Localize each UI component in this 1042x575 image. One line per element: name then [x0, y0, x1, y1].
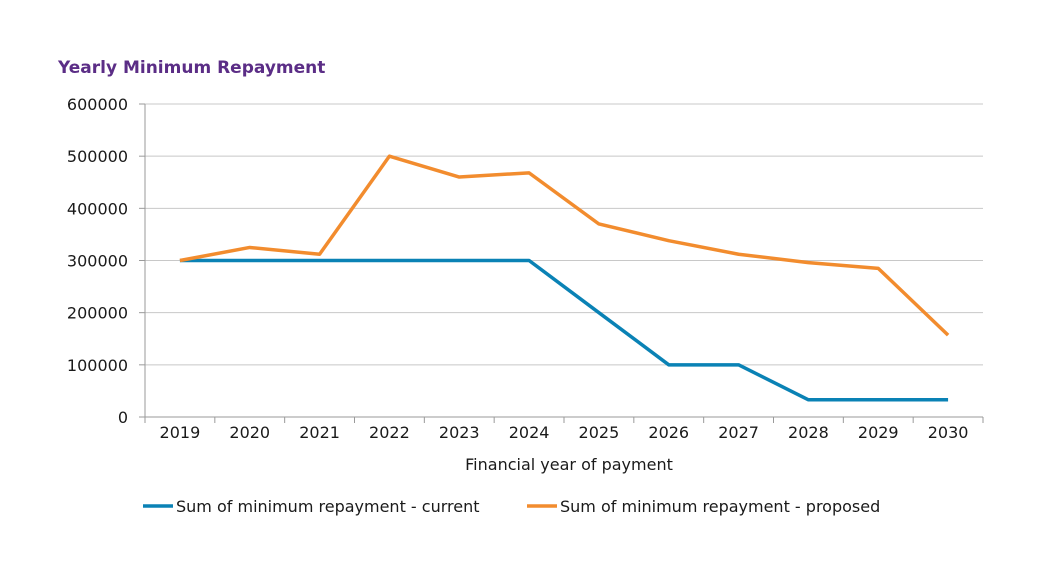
- axes: [139, 103, 984, 423]
- legend-label: Sum of minimum repayment - proposed: [560, 497, 880, 516]
- gridlines: [145, 103, 983, 366]
- x-tick-label: 2020: [229, 423, 270, 442]
- x-tick-label: 2022: [369, 423, 410, 442]
- y-tick-label: 100000: [67, 356, 128, 375]
- legend: Sum of minimum repayment - current Sum of…: [143, 497, 880, 516]
- x-tick-label: 2026: [648, 423, 689, 442]
- legend-label: Sum of minimum repayment - current: [176, 497, 480, 516]
- series-line-current: [179, 258, 949, 402]
- x-axis-tick-labels: 2019 2020 2021 2022 2023 2024 2025 2026 2027 2028…: [160, 423, 969, 442]
- x-tick-label: 2025: [579, 423, 620, 442]
- y-tick-label: 300000: [67, 252, 128, 271]
- y-tick-label: 400000: [67, 199, 128, 218]
- x-axis-title: Financial year of payment: [465, 455, 673, 474]
- y-tick-label: 200000: [67, 304, 128, 323]
- x-tick-label: 2021: [299, 423, 340, 442]
- series-line-proposed: [179, 154, 950, 337]
- x-tick-label: 2023: [439, 423, 480, 442]
- x-tick-label: 2030: [928, 423, 969, 442]
- y-axis-tick-labels: 0 100000 200000 300000 400000 500000 600000: [67, 95, 128, 427]
- x-tick-label: 2024: [509, 423, 550, 442]
- x-tick-label: 2027: [718, 423, 759, 442]
- x-tick-label: 2028: [788, 423, 829, 442]
- x-tick-label: 2019: [160, 423, 201, 442]
- y-tick-label: 0: [118, 408, 128, 427]
- chart-title: Yearly Minimum Repayment: [57, 58, 325, 78]
- series-lines: [179, 154, 950, 402]
- x-tick-label: 2029: [858, 423, 899, 442]
- y-tick-label: 600000: [67, 95, 128, 114]
- y-tick-label: 500000: [67, 147, 128, 166]
